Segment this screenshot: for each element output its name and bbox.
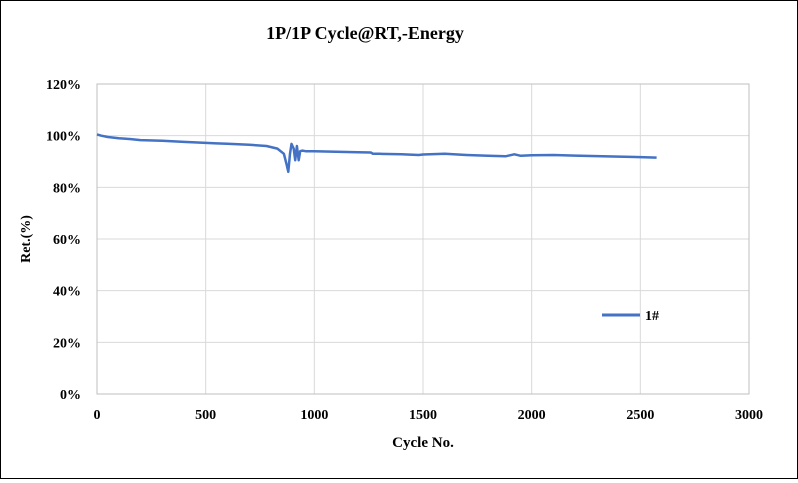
x-tick-label: 1500 — [409, 408, 437, 423]
x-axis-ticks: 0 500 1000 1500 2000 2500 3000 — [94, 408, 764, 423]
x-tick-label: 500 — [195, 408, 216, 423]
y-tick-label: 40% — [53, 285, 81, 300]
series-line-1 — [96, 133, 657, 174]
x-tick-label: 2000 — [518, 408, 546, 423]
y-tick-label: 60% — [53, 233, 81, 248]
y-axis-ticks: 0% 20% 40% 60% 80% 100% 120% — [46, 78, 81, 403]
legend-label-1: 1# — [645, 309, 659, 324]
grid — [97, 84, 749, 394]
y-tick-label: 100% — [46, 130, 81, 145]
legend: 1# — [602, 309, 659, 324]
y-tick-label: 0% — [60, 388, 81, 403]
y-axis-label: Ret.(%) — [19, 215, 34, 263]
x-tick-label: 3000 — [735, 408, 763, 423]
y-tick-label: 120% — [46, 78, 81, 93]
x-tick-label: 0 — [94, 408, 101, 423]
x-tick-label: 2500 — [626, 408, 654, 423]
series-group — [96, 133, 657, 174]
x-tick-label: 1000 — [300, 408, 328, 423]
chart-title: 1P/1P Cycle@RT,-Energy — [266, 23, 464, 43]
plot-area-border — [96, 83, 750, 395]
y-tick-label: 80% — [53, 181, 81, 196]
x-axis-label: Cycle No. — [392, 435, 454, 451]
y-tick-label: 20% — [53, 336, 81, 351]
